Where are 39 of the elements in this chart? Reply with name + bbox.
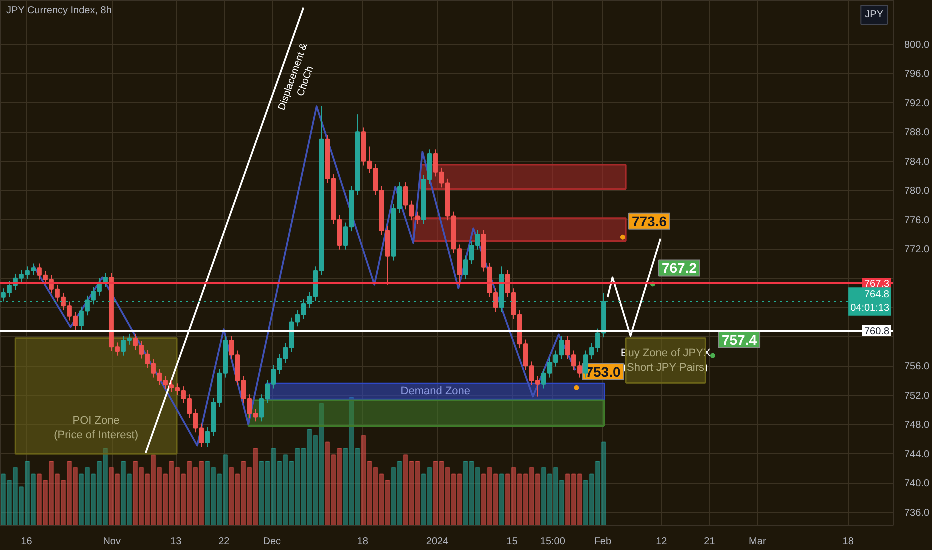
x-tick-label: 15:00 <box>540 536 566 548</box>
y-tick-label: 736.0 <box>904 508 930 519</box>
y-tick-label: 748.0 <box>904 420 930 432</box>
x-tick-label: Mar <box>749 536 767 548</box>
x-tick-label: 15 <box>506 536 518 548</box>
data-label: 753.0 <box>586 364 621 380</box>
x-tick-label: 16 <box>21 536 33 548</box>
x-tick-label: 18 <box>357 536 369 548</box>
data-label: 773.6 <box>632 213 668 230</box>
y-tick-label: 776.0 <box>904 215 930 226</box>
series-label: POI Zone (Price of Interest) <box>54 415 138 442</box>
x-tick-label: 21 <box>704 536 716 548</box>
x-tick-label: Dec <box>263 536 282 548</box>
ref-line-label: 760.8 <box>864 326 890 338</box>
y-tick-label: 772.0 <box>904 244 930 256</box>
data-label: 757.4 <box>722 332 758 348</box>
x-tick-label: 12 <box>656 536 668 548</box>
x-tick-label: Feb <box>594 536 612 548</box>
y-tick-label: 740.0 <box>904 478 930 490</box>
y-axis-title: JPY <box>865 10 884 20</box>
y-tick-label: 796.0 <box>904 69 930 80</box>
ref-line-label: 767.3 <box>864 278 890 290</box>
ref-line-label: 764.8 04:01:13 <box>850 290 890 314</box>
x-tick-label: 2024 <box>426 536 450 548</box>
data-label: 767.2 <box>662 260 698 276</box>
y-tick-label: 788.0 <box>904 128 930 139</box>
series-label: Demand Zone <box>400 386 471 398</box>
y-tick-label: 756.0 <box>904 362 930 373</box>
y-tick-label: 744.0 <box>904 449 930 460</box>
y-tick-label: 752.0 <box>904 390 930 402</box>
y-tick-label: 800.0 <box>904 40 930 51</box>
x-tick-label: 13 <box>170 536 182 548</box>
y-tick-label: 784.0 <box>904 156 930 168</box>
y-tick-label: 780.0 <box>904 186 930 198</box>
y-tick-label: 792.0 <box>904 98 930 110</box>
x-tick-label: 22 <box>218 536 230 548</box>
x-tick-label: 18 <box>842 536 854 548</box>
x-tick-label: Nov <box>103 536 121 548</box>
text: JPY Currency Index, 8h <box>6 6 112 16</box>
